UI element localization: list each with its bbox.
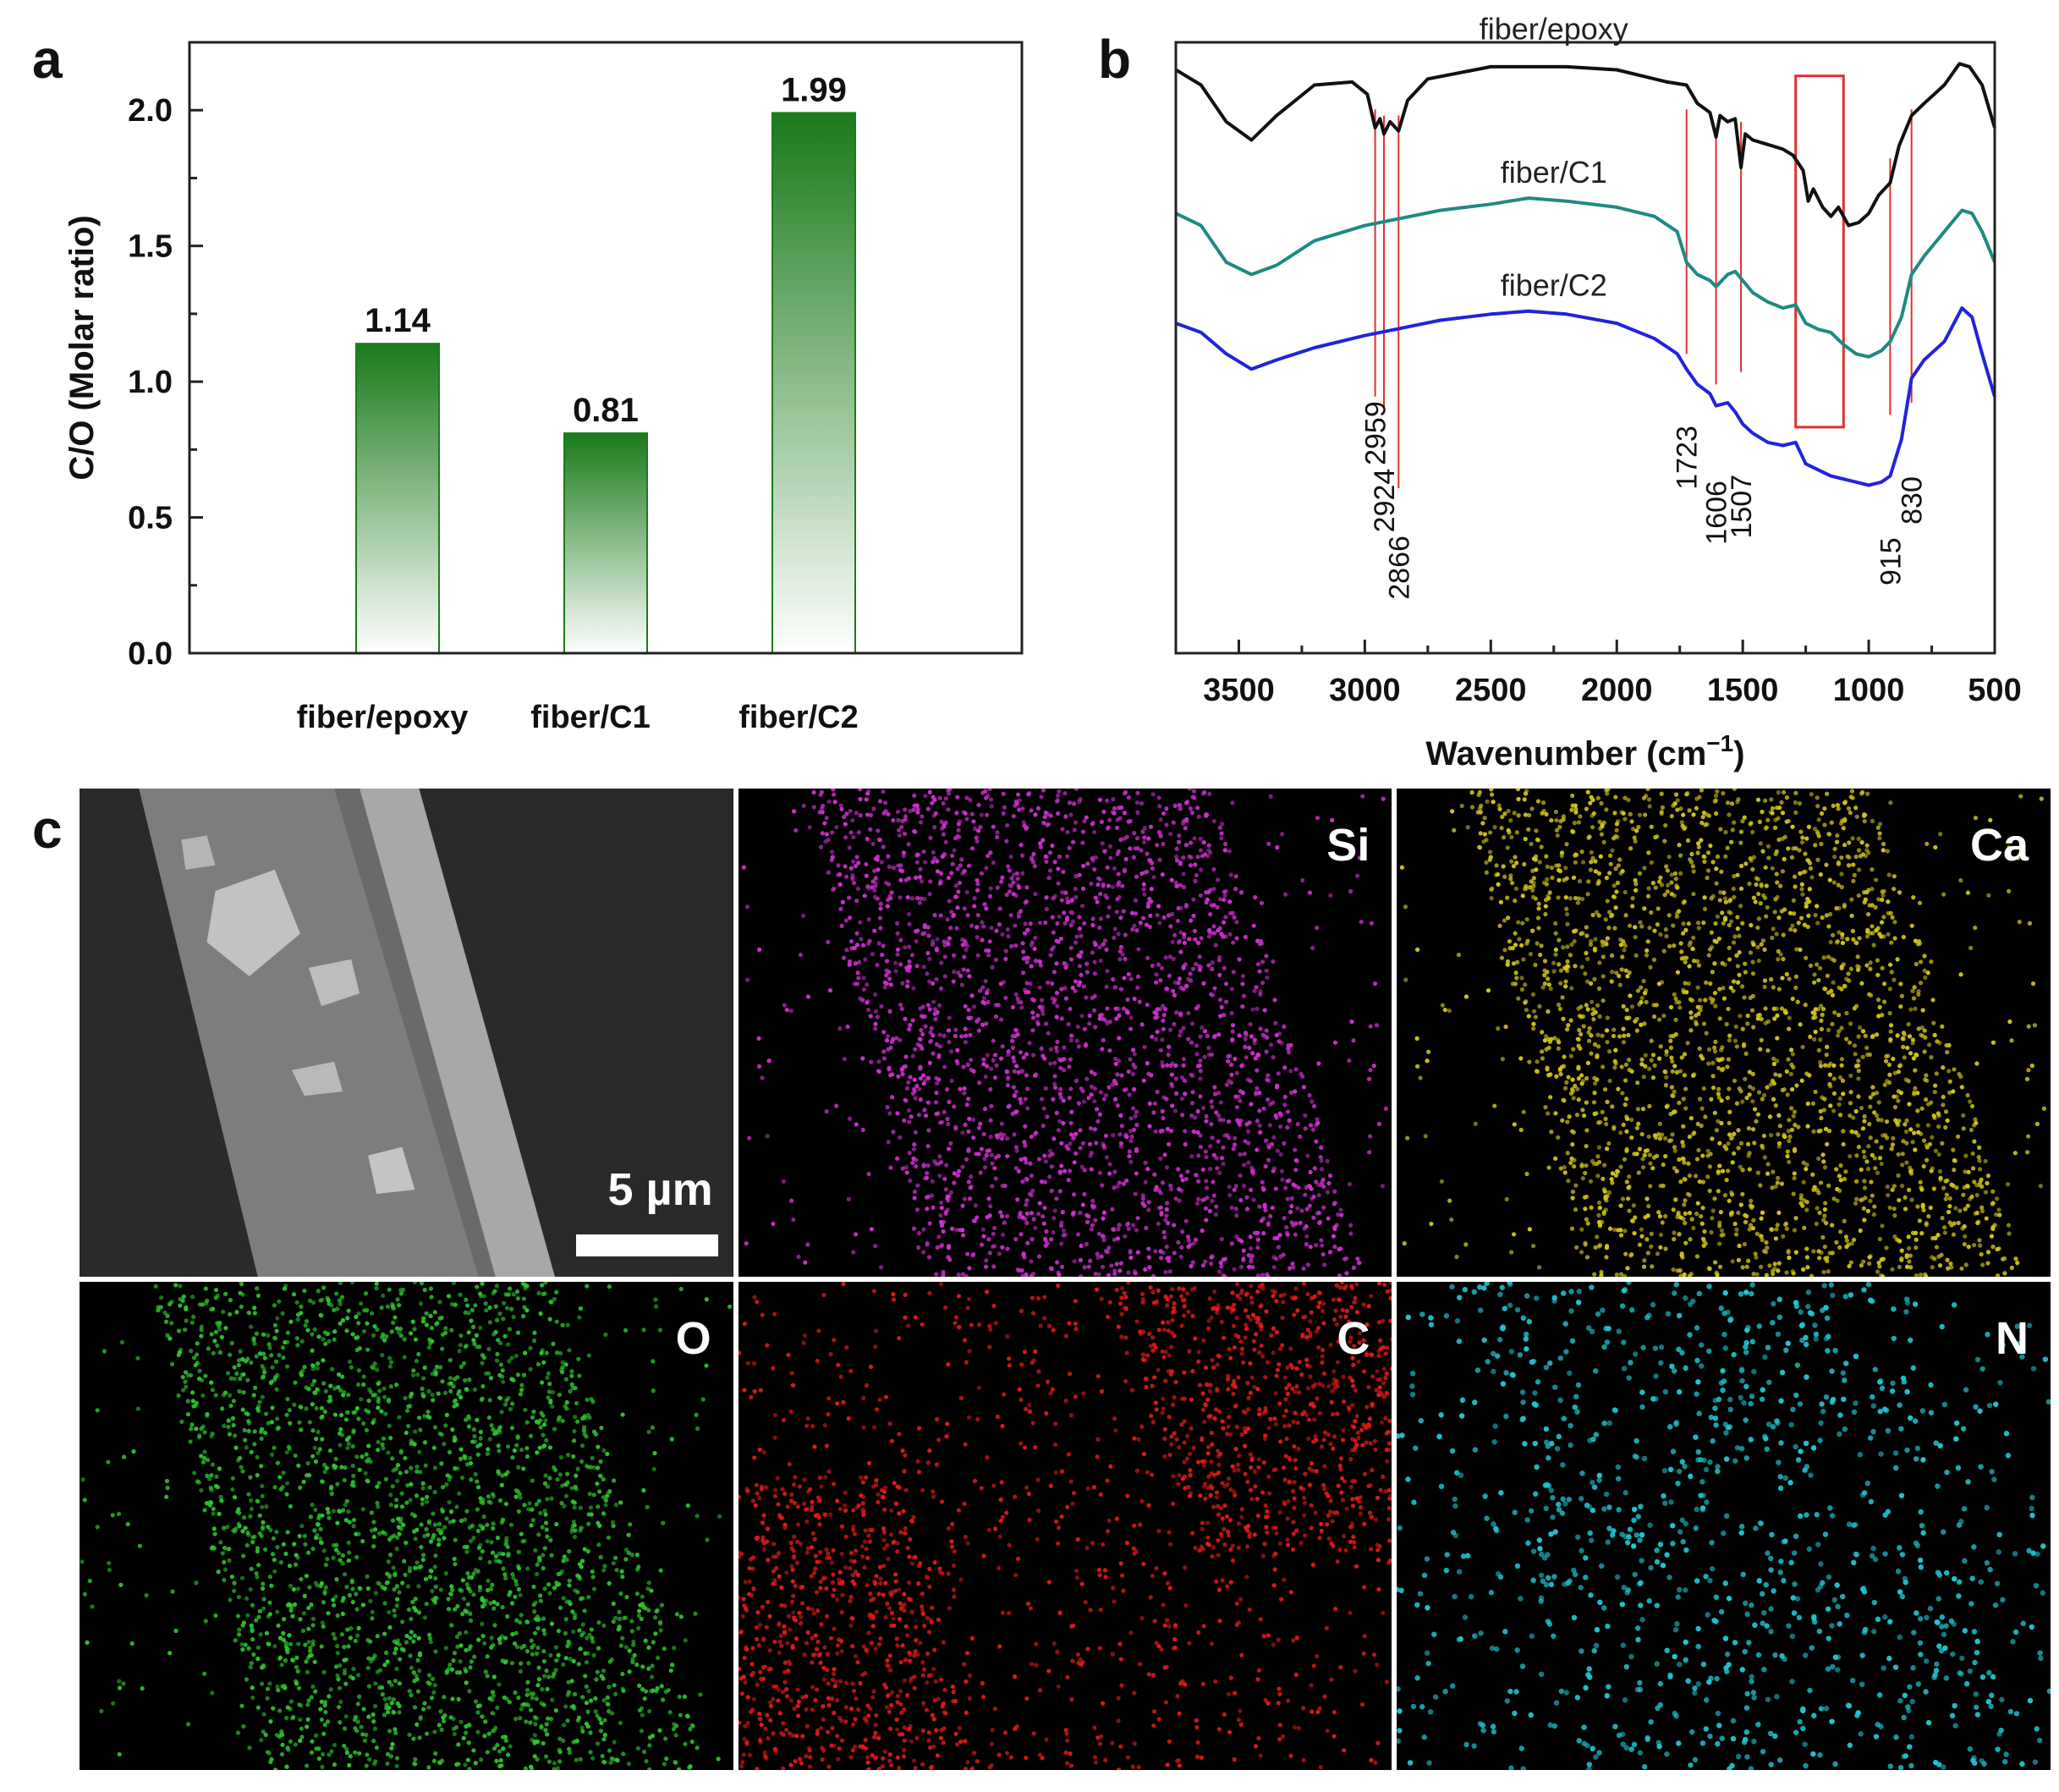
bar-data-labels: 1.14 0.81 1.99 <box>365 71 847 429</box>
x-axis-ticks: 3500 3000 2500 2000 1500 1000 500 <box>1203 640 2022 708</box>
marker-label: 1723 <box>1672 426 1704 490</box>
spectrum-fiber-epoxy <box>1174 62 1996 228</box>
series-label: fiber/C2 <box>1501 268 1607 303</box>
scale-bar <box>575 1234 718 1256</box>
spectra-series-labels: fiber/epoxy fiber/C1 fiber/C2 <box>1480 11 1628 302</box>
series-label: fiber/C1 <box>1501 155 1607 190</box>
element-label-ca: Ca <box>1969 820 2029 871</box>
series-label: fiber/epoxy <box>1480 11 1628 46</box>
marker-label: 830 <box>1897 476 1929 525</box>
spectrum-fiber-C1 <box>1175 196 1996 359</box>
marker-label: 2924 <box>1369 469 1401 533</box>
y-tick-label: 0.0 <box>128 636 173 672</box>
panel-b-letter: b <box>1098 29 1132 90</box>
x-tick-label: 2500 <box>1455 673 1527 708</box>
spectra-series <box>1174 62 1996 487</box>
element-label-n: N <box>1996 1313 2029 1364</box>
element-label-si: Si <box>1326 820 1370 871</box>
sem-image <box>80 789 733 1277</box>
x-tick-label: fiber/C1 <box>530 700 650 735</box>
marker-label: 1606 <box>1701 481 1733 545</box>
sem-image-tile: 5 µm <box>80 789 733 1277</box>
x-tick-label: 2000 <box>1581 673 1653 708</box>
bar-value-label: 1.99 <box>781 71 847 108</box>
plot-frame <box>1174 41 1996 655</box>
y-tick-label: 1.0 <box>128 365 173 400</box>
edx-map-c: C <box>738 1282 1392 1770</box>
x-axis-ticks: fiber/epoxy fiber/C1 fiber/C2 <box>297 700 859 735</box>
x-tick-label: 3500 <box>1203 673 1275 708</box>
marker-label: 915 <box>1875 537 1907 585</box>
y-tick-label: 1.5 <box>128 229 173 265</box>
x-tick-label: fiber/C2 <box>738 700 858 735</box>
edx-map-grid: 5 µm Si Ca O C N <box>80 789 2051 1770</box>
element-label-c: C <box>1337 1313 1370 1364</box>
panel-c-letter: c <box>32 799 63 860</box>
marker-label: 2959 <box>1360 401 1392 465</box>
y-axis-ticks: 0.0 0.5 1.0 1.5 2.0 <box>128 93 203 672</box>
edx-map-si: Si <box>738 789 1392 1277</box>
y-tick-label: 0.5 <box>128 501 173 536</box>
element-label-o: O <box>675 1313 711 1364</box>
edx-map-o: O <box>80 1282 733 1770</box>
plot-frame <box>188 41 1024 655</box>
x-tick-label: 500 <box>1968 673 2021 708</box>
x-tick-label: 1000 <box>1833 673 1905 708</box>
ftir-spectra-chart: fiber/epoxy fiber/C1 fiber/C2 2959 29242866… <box>1174 11 2022 772</box>
y-axis-label: C/O (Molar ratio) <box>63 215 101 480</box>
x-tick-label: 3000 <box>1329 673 1401 708</box>
edx-map-n: N <box>1397 1282 2051 1770</box>
bar-series <box>355 112 856 655</box>
bar-value-label: 0.81 <box>573 392 639 429</box>
panel-a-letter: a <box>32 29 63 90</box>
bar-fiber-C1 <box>563 432 648 655</box>
wavenumber-marker-lines <box>1374 109 1913 489</box>
bar-fiber-C2 <box>771 112 856 655</box>
bar-fiber-epoxy <box>355 343 440 654</box>
x-axis-label: Wavenumber (cm−1) <box>1425 730 1744 772</box>
y-tick-label: 2.0 <box>128 93 173 129</box>
bar-value-label: 1.14 <box>365 302 431 339</box>
highlight-box <box>1794 74 1845 429</box>
edx-map-ca: Ca <box>1397 789 2051 1277</box>
scale-bar-label: 5 µm <box>607 1164 713 1215</box>
spectrum-fiber-C2 <box>1175 306 1996 487</box>
x-tick-label: 1500 <box>1707 673 1779 708</box>
bar-chart-co-ratio: 0.00.51.01.52.0 fiber/epoxy fiber/C1 fiber… <box>63 41 1024 735</box>
marker-label: 1507 <box>1726 475 1758 539</box>
marker-label: 2866 <box>1383 536 1415 600</box>
x-tick-label: fiber/epoxy <box>297 700 469 735</box>
